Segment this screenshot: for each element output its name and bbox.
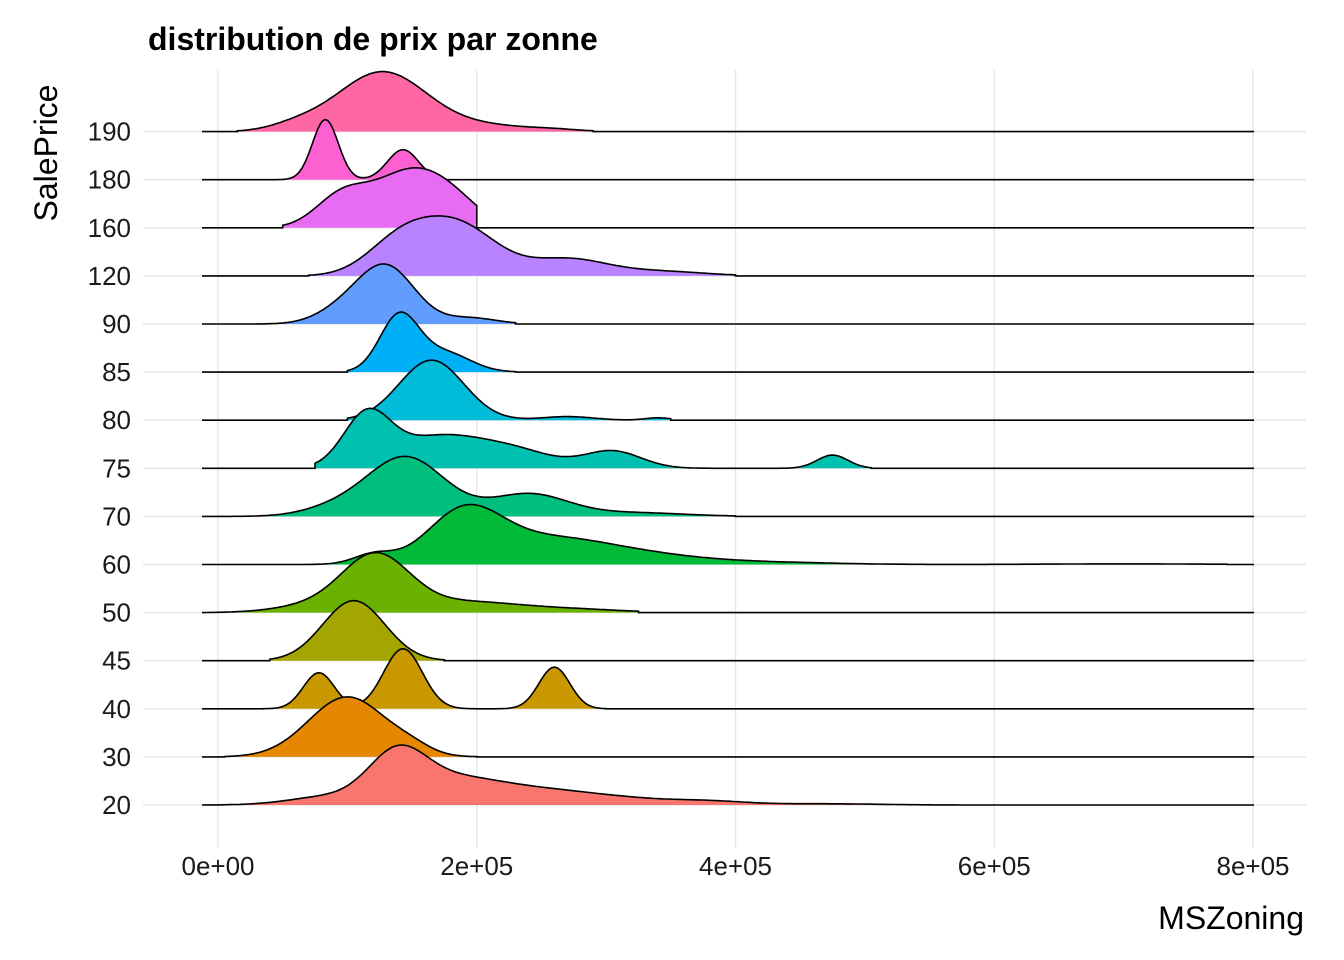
x-tick-label: 6e+05 (958, 851, 1031, 881)
y-tick-label: 85 (102, 357, 131, 387)
ridge-30 (202, 697, 1254, 757)
y-tick-label: 160 (88, 213, 131, 243)
x-tick-label: 4e+05 (699, 851, 772, 881)
y-tick-label: 75 (102, 453, 131, 483)
x-axis-title: MSZoning (1158, 900, 1304, 936)
y-tick-label: 80 (102, 405, 131, 435)
y-axis-title: SalePrice (28, 85, 64, 222)
y-tick-label: 120 (88, 261, 131, 291)
y-tick-label: 50 (102, 598, 131, 628)
y-tick-label: 70 (102, 501, 131, 531)
y-tick-label: 20 (102, 790, 131, 820)
y-tick-label: 40 (102, 694, 131, 724)
x-tick-label: 8e+05 (1216, 851, 1289, 881)
x-tick-label: 0e+00 (181, 851, 254, 881)
x-tick-labels: 0e+00 2e+05 4e+05 6e+05 8e+05 (181, 851, 1289, 881)
ridges-layer (202, 72, 1254, 805)
y-tick-label: 180 (88, 165, 131, 195)
chart-title: distribution de prix par zonne (148, 21, 598, 57)
y-tick-labels: 20 30 40 45 50 60 70 75 80 85 90 120 160 180 190 (88, 117, 131, 820)
x-tick-label: 2e+05 (440, 851, 513, 881)
ridge-45 (202, 601, 1254, 661)
y-tick-label: 90 (102, 309, 131, 339)
y-tick-label: 60 (102, 550, 131, 580)
y-tick-label: 190 (88, 117, 131, 147)
ridge-190 (202, 72, 1254, 132)
y-tick-label: 30 (102, 742, 131, 772)
y-tick-label: 45 (102, 646, 131, 676)
ridge-fill-190 (237, 72, 593, 132)
ridge-75 (202, 408, 1254, 468)
